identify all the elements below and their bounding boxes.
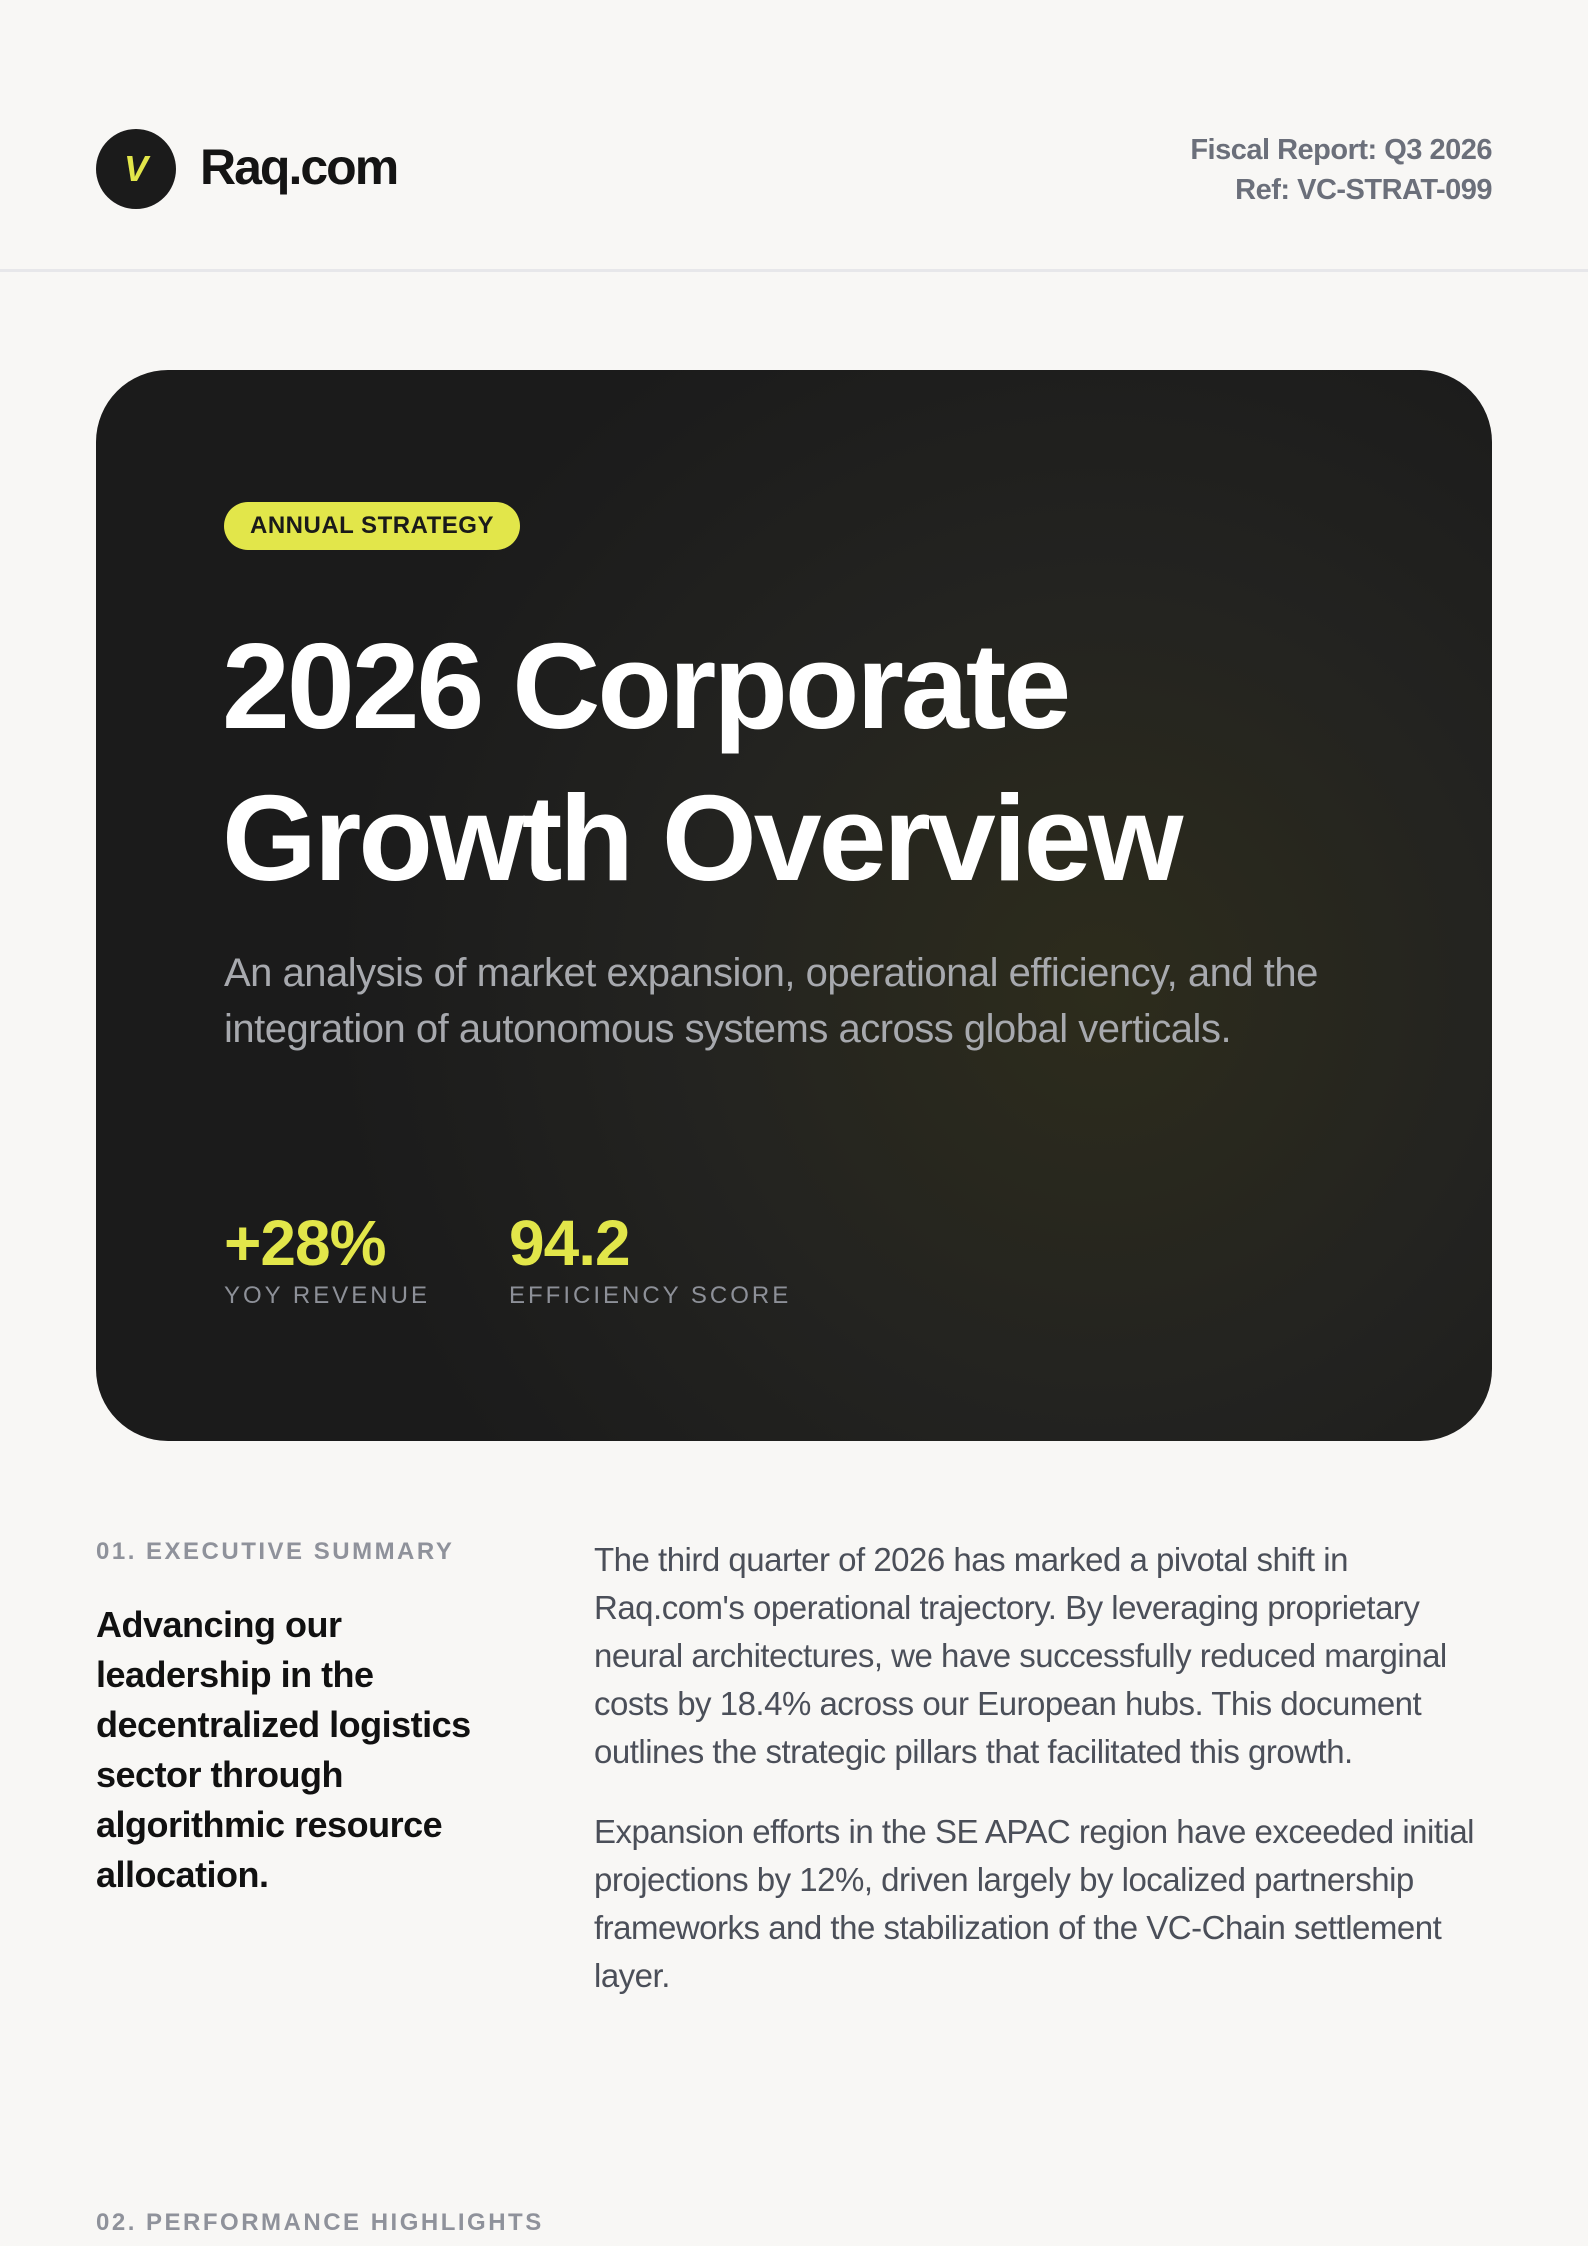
section-label-performance: 02. PERFORMANCE HIGHLIGHTS	[96, 2209, 544, 2236]
page-title: 2026 Corporate Growth Overview	[222, 610, 1422, 914]
category-badge: ANNUAL STRATEGY	[224, 502, 520, 550]
hero-subtitle: An analysis of market expansion, operati…	[224, 951, 1318, 1051]
title-line-2: Growth Overview	[222, 770, 1183, 906]
stat-efficiency-score: 94.2 EFFICIENCY SCORE	[509, 1208, 791, 1310]
fiscal-report: Fiscal Report: Q3 2026	[1190, 134, 1492, 166]
stat-label: YOY REVENUE	[224, 1282, 430, 1309]
summary-paragraph: Expansion efforts in the SE APAC region …	[594, 1813, 1475, 1994]
section-label-executive-summary: 01. EXECUTIVE SUMMARY	[96, 1538, 455, 1565]
title-line-1: 2026 Corporate	[222, 618, 1071, 754]
stat-label: EFFICIENCY SCORE	[509, 1282, 792, 1309]
summary-paragraph: The third quarter of 2026 has marked a p…	[594, 1541, 1447, 1770]
summary-body: The third quarter of 2026 has marked a p…	[594, 1536, 1504, 2000]
summary-lead: Advancing our leadership in the decentra…	[96, 1604, 471, 1895]
stat-value: 94.2	[509, 1207, 631, 1279]
report-meta: Fiscal Report: Q3 2026 Ref: VC-STRAT-099	[1190, 130, 1492, 210]
logo-icon: V	[96, 129, 176, 209]
stat-value: +28%	[224, 1207, 386, 1279]
report-ref: Ref: VC-STRAT-099	[1235, 174, 1492, 206]
brand-name: Raq.com	[200, 139, 399, 195]
page-header: V Raq.com Fiscal Report: Q3 2026 Ref: VC…	[0, 0, 1588, 272]
hero-card: ANNUAL STRATEGY 2026 Corporate Growth Ov…	[96, 370, 1492, 1441]
stat-yoy-revenue: +28% YOY REVENUE	[224, 1208, 430, 1310]
